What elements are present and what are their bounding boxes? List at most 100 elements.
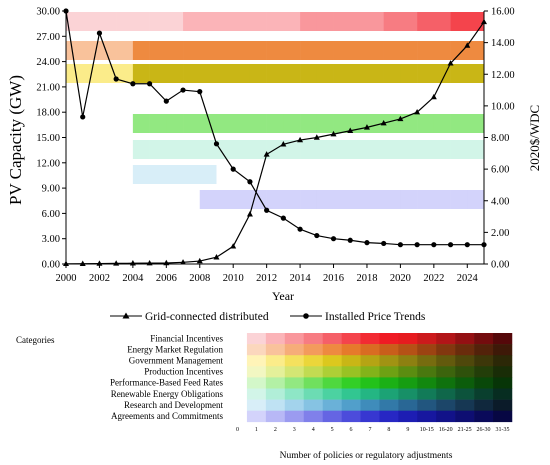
policy-bar-cell [266, 114, 284, 133]
matrix-cell [246, 333, 267, 345]
x-tick-label: 2000 [56, 273, 77, 284]
matrix-cell [322, 399, 342, 411]
policy-bar-cell [132, 41, 150, 60]
policy-bar-cell [433, 114, 451, 133]
policy-bar-cell [400, 165, 418, 184]
policy-bar-cell [433, 165, 451, 184]
matrix-column-label: 5 [331, 427, 334, 433]
matrix-cell [360, 333, 380, 345]
policy-bar-cell [350, 64, 368, 83]
policy-bar-cell [116, 64, 134, 83]
price-trend-point [330, 236, 337, 242]
matrix-cell [284, 399, 305, 411]
matrix-cell [398, 333, 418, 345]
policy-bar-cell [400, 140, 418, 159]
matrix-cell [398, 410, 418, 423]
policy-bar-cell [300, 190, 318, 209]
policy-bar-cell [132, 114, 150, 133]
policy-bar-cell [300, 140, 318, 159]
policy-bar-cell [233, 190, 251, 209]
policy-bar-cell [383, 41, 401, 60]
matrix-cell [398, 377, 418, 389]
matrix-cell [360, 388, 380, 400]
matrix-cell [493, 366, 513, 378]
policy-bar-cell [266, 12, 284, 31]
matrix-cell [474, 355, 494, 367]
matrix-cell [228, 344, 248, 356]
matrix-cell [284, 410, 305, 423]
matrix-cell [398, 399, 418, 411]
matrix-cell [303, 333, 323, 345]
matrix-column-label: 6 [350, 427, 353, 433]
matrix-cell [341, 344, 361, 356]
policy-bar-cell [283, 190, 301, 209]
y-tick-label: 24.00 [36, 57, 60, 68]
policy-bar-cell [249, 12, 267, 31]
matrix-cell [398, 344, 418, 356]
matrix-column-label: 21-25 [458, 427, 472, 433]
policy-bar-cell [467, 140, 485, 159]
price-trend-point [414, 242, 420, 248]
price-trend-point [280, 215, 286, 221]
categories-title: Categories [16, 335, 55, 345]
policy-bar-cell [300, 41, 318, 60]
policy-bar-cell [149, 41, 167, 60]
matrix-cell [493, 388, 513, 400]
matrix-cell [265, 410, 286, 423]
matrix-cell [493, 410, 513, 423]
grid-connected-point [263, 151, 270, 157]
y2-tick-label: 0.00 [491, 260, 509, 271]
matrix-cell [493, 355, 513, 367]
policy-bar-cell [417, 165, 435, 184]
policy-bar-cell [183, 140, 201, 159]
policy-bar-cell [116, 41, 134, 60]
matrix-cell [246, 377, 267, 389]
matrix-cell [265, 399, 286, 411]
matrix-cell [493, 344, 513, 356]
legend-triangle-marker [122, 312, 130, 319]
y-tick-label: 12.00 [36, 158, 60, 169]
price-trend-point [63, 8, 69, 14]
matrix-cell [417, 366, 437, 378]
policy-bar-cell [216, 114, 234, 133]
matrix-cell [417, 410, 437, 423]
matrix-cell [228, 410, 248, 423]
grid-connected-point [313, 134, 320, 140]
grid-connected-point [113, 260, 120, 266]
policy-bar-cell [233, 64, 251, 83]
matrix-cell [474, 399, 494, 411]
policy-bar-cell [467, 165, 485, 184]
y-tick-label: 0.00 [42, 260, 60, 271]
grid-connected-point [63, 260, 69, 267]
y-tick-label: 18.00 [36, 108, 60, 119]
price-trend-point [264, 207, 270, 213]
matrix-cell [360, 377, 380, 389]
matrix-column-label: 4 [312, 427, 315, 433]
category-row-label: Agreements and Commitments [111, 411, 223, 421]
matrix-cell [474, 366, 494, 378]
matrix-cell [493, 377, 513, 389]
policy-bar-cell [383, 114, 401, 133]
matrix-cell [265, 388, 286, 400]
matrix-cell [436, 388, 456, 400]
series-layer [63, 8, 487, 267]
matrix-cell [417, 333, 437, 345]
grid-connected-point [347, 127, 354, 133]
matrix-cell [360, 366, 380, 378]
policy-bar-cell [183, 64, 201, 83]
matrix-cell [493, 399, 513, 411]
policy-bar-cell [216, 41, 234, 60]
matrix-cell [341, 377, 361, 389]
price-trend-line [65, 10, 484, 246]
policy-bar-cell [450, 190, 468, 209]
policy-bar-cell [216, 64, 234, 83]
matrix-cell [322, 355, 342, 367]
matrix-cell [303, 355, 323, 367]
matrix-cell [417, 388, 437, 400]
policy-bar-cell [433, 64, 451, 83]
policy-bar-cell [166, 64, 184, 83]
grid-connected-point [213, 254, 220, 260]
policy-bar-cell [199, 64, 217, 83]
policy-bar-cell [366, 12, 384, 31]
matrix-column-label: 2 [274, 427, 277, 433]
